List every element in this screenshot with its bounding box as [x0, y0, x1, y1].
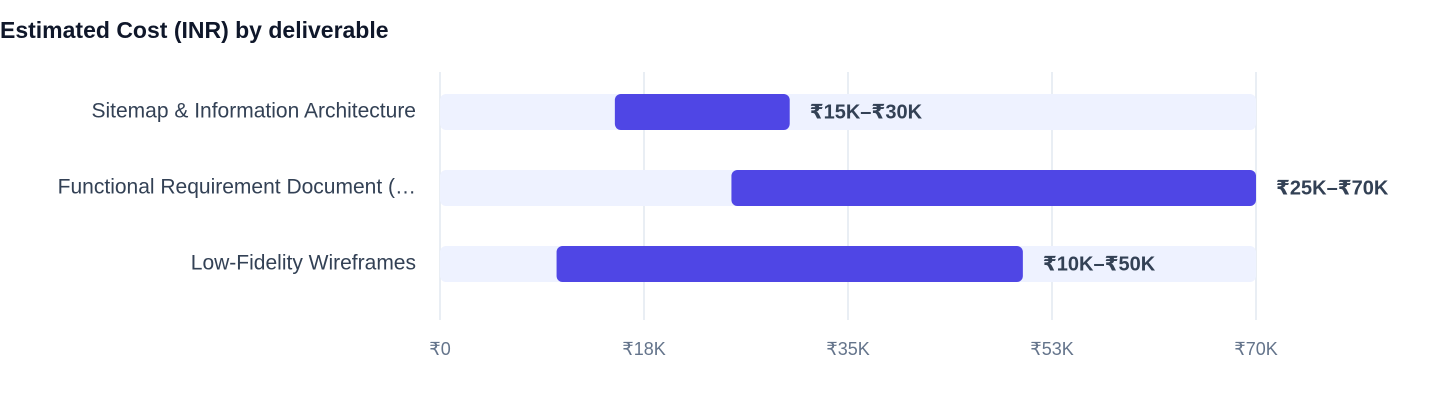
range-bar: [556, 246, 1023, 282]
category-label: Sitemap & Information Architecture: [92, 100, 417, 123]
value-label: ₹15K–₹30K: [810, 101, 923, 123]
x-tick-label: ₹70K: [1234, 339, 1277, 359]
x-tick-label: ₹0: [429, 339, 450, 359]
value-label: ₹25K–₹70K: [1276, 177, 1389, 199]
x-tick-label: ₹35K: [826, 339, 869, 359]
chart-title: Estimated Cost (INR) by deliverable: [0, 17, 389, 43]
x-tick-label: ₹53K: [1030, 339, 1073, 359]
x-tick-label: ₹18K: [622, 339, 665, 359]
category-label: Functional Requirement Document (…: [58, 176, 416, 199]
range-bar: [731, 170, 1256, 206]
range-bar: [614, 94, 790, 130]
category-label: Low-Fidelity Wireframes: [191, 252, 416, 275]
value-label: ₹10K–₹50K: [1043, 253, 1156, 275]
